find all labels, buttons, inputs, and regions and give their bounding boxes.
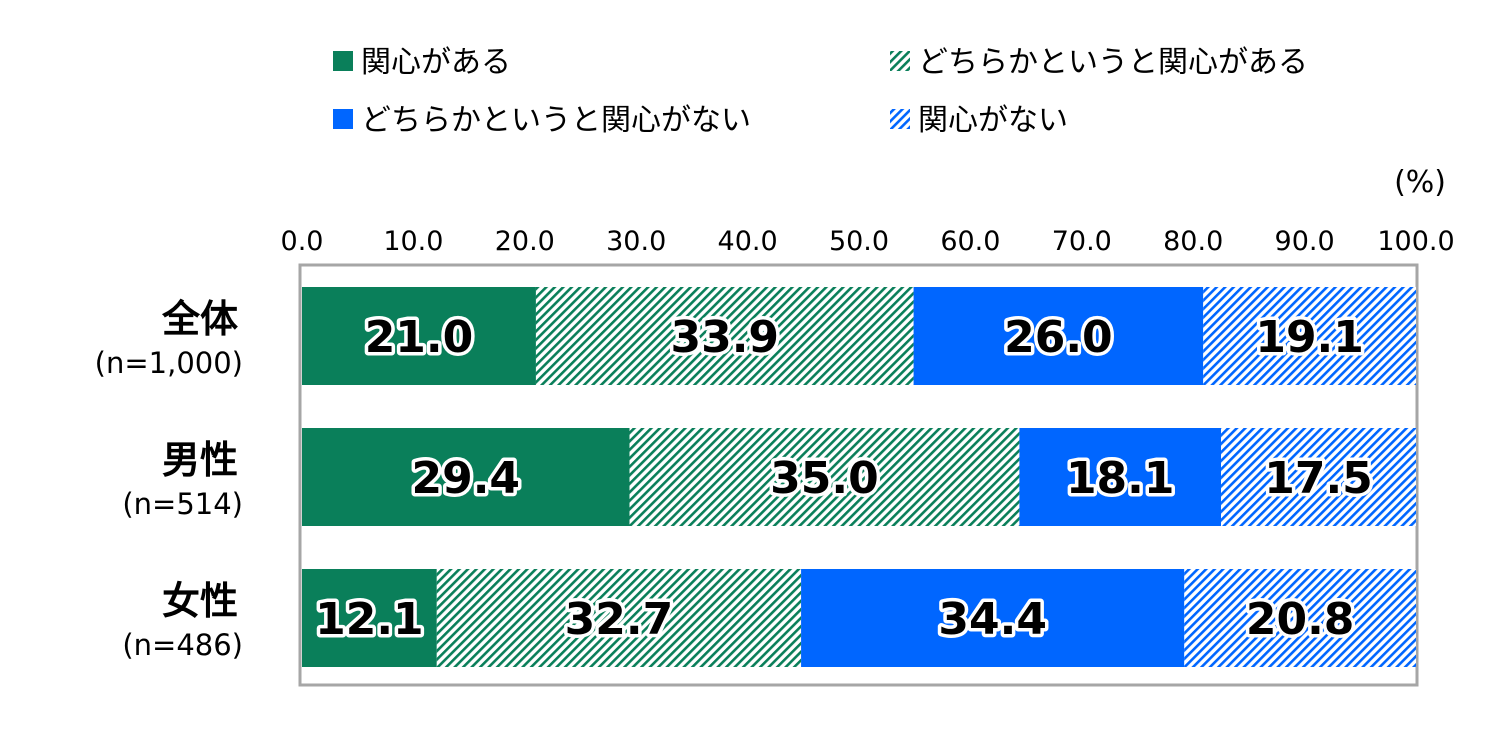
- x-tick-label: 30.0: [606, 226, 666, 257]
- legend-swatch-2: [890, 51, 910, 71]
- bar-segment: [913, 287, 1204, 385]
- legend-swatch-3: [333, 109, 353, 129]
- x-tick-label: 10.0: [383, 226, 443, 257]
- data-label: 32.7: [565, 594, 674, 645]
- category-label: 男性: [162, 438, 238, 482]
- category-sample-size: (n=514): [122, 487, 243, 521]
- x-tick-label: 60.0: [940, 226, 1000, 257]
- data-label: 18.1: [1066, 453, 1175, 504]
- value-labels: 21.0 33.9 26.0 19.1 29.4 35.0 18.1 17.5 12.1 32.7…: [312, 309, 1377, 649]
- x-tick-label: 40.0: [718, 226, 778, 257]
- x-tick-label: 50.0: [829, 226, 889, 257]
- legend-label-3: どちらかというと関心がない: [361, 103, 751, 138]
- bar-segment: [302, 569, 437, 667]
- x-axis-ticks: 0.0 10.0 20.0 30.0 40.0 50.0 60.0 70.0 80.0 90.0 1…: [281, 226, 1455, 257]
- category-label: 女性: [162, 579, 238, 623]
- legend-swatch-4: [890, 109, 910, 129]
- x-tick-label: 0.0: [281, 226, 324, 257]
- plot-area-frame: [298, 263, 1419, 687]
- bar-segment: [1019, 428, 1222, 526]
- data-label: 21.0: [365, 312, 474, 363]
- bar-segment: [629, 428, 1020, 526]
- bar-segment: [801, 569, 1185, 667]
- category-label: 全体: [161, 297, 238, 341]
- category-labels: 全体 (n=1,000) 男性 (n=514) 女性 (n=486): [95, 297, 243, 662]
- x-tick-label: 70.0: [1052, 226, 1112, 257]
- data-label: 19.1: [1255, 312, 1364, 363]
- data-label: 33.9: [670, 312, 779, 363]
- bar-segment: [535, 287, 914, 385]
- bar-segment: [436, 569, 802, 667]
- x-tick-label: 90.0: [1275, 226, 1335, 257]
- x-tick-label: 80.0: [1163, 226, 1223, 257]
- data-label: 12.1: [315, 594, 424, 645]
- data-label: 34.4: [938, 594, 1047, 645]
- unit-label: (%): [1394, 165, 1446, 200]
- data-label: 35.0: [770, 453, 879, 504]
- bar-segment: [1221, 428, 1416, 526]
- legend-swatch-1: [333, 51, 353, 71]
- data-label: 20.8: [1246, 594, 1355, 645]
- legend-label-2: どちらかというと関心がある: [918, 45, 1308, 80]
- category-sample-size: (n=1,000): [95, 346, 243, 380]
- bar-segment: [1203, 287, 1416, 385]
- x-tick-label: 100.0: [1377, 226, 1454, 257]
- data-label: 26.0: [1004, 312, 1113, 363]
- legend-label-1: 関心がある: [361, 45, 511, 80]
- bars: [302, 287, 1416, 667]
- bar-segment: [1184, 569, 1416, 667]
- bar-segment: [302, 287, 536, 385]
- data-label: 17.5: [1264, 453, 1373, 504]
- x-tick-label: 20.0: [495, 226, 555, 257]
- data-label: 29.4: [411, 453, 520, 504]
- legend-label-4: 関心がない: [918, 103, 1068, 138]
- category-sample-size: (n=486): [122, 628, 243, 662]
- bar-segment: [302, 428, 630, 526]
